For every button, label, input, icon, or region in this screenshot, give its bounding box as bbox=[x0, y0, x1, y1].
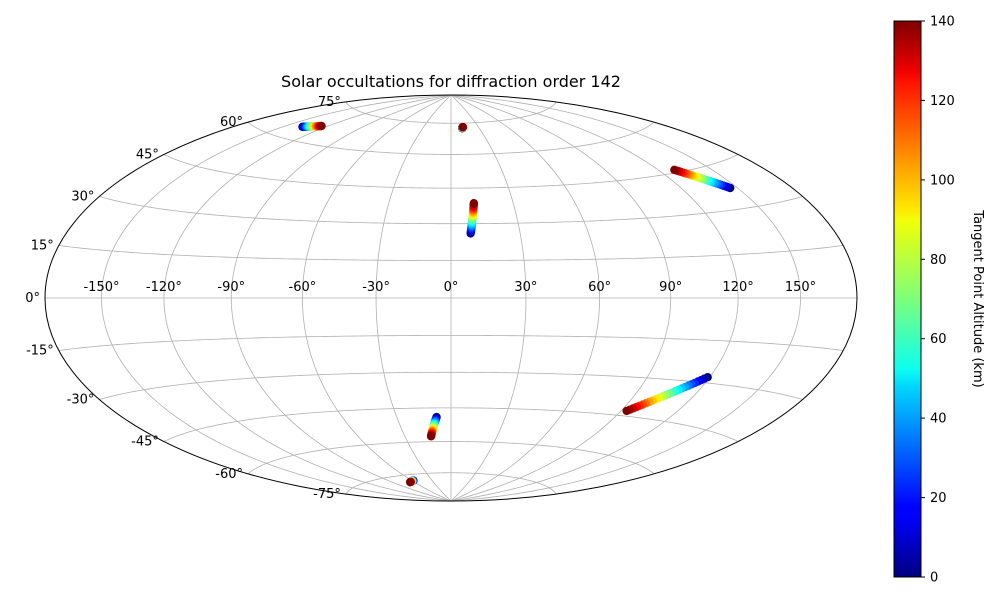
latitude-tick-label: -75° bbox=[313, 487, 341, 502]
colorbar-tick-label: 60 bbox=[930, 332, 947, 347]
parallel-line bbox=[58, 335, 844, 351]
occultation-track bbox=[298, 121, 326, 131]
latitude-tick-label: 45° bbox=[136, 148, 159, 163]
parallel-line bbox=[345, 472, 557, 495]
colorbar-label: Tangent Point Altitude (km) bbox=[970, 209, 985, 387]
colorbar-gradient bbox=[893, 20, 922, 578]
parallel-line bbox=[345, 101, 557, 124]
parallel-line bbox=[99, 371, 803, 400]
longitude-tick-label: 150° bbox=[785, 280, 816, 295]
data-point bbox=[469, 199, 479, 208]
longitude-tick-label: 30° bbox=[514, 280, 537, 295]
longitude-tick-label: -60° bbox=[289, 280, 317, 295]
occultation-track bbox=[670, 165, 735, 193]
longitude-tick-label: -150° bbox=[83, 280, 119, 295]
longitude-tick-label: -90° bbox=[217, 280, 245, 295]
occultation-tracks bbox=[298, 121, 735, 487]
data-point bbox=[458, 122, 468, 132]
colorbar-tick-label: 0 bbox=[930, 571, 938, 586]
latitude-tick-label: 0° bbox=[25, 291, 40, 306]
chart-title: Solar occultations for diffraction order… bbox=[281, 72, 621, 91]
longitude-tick-label: -30° bbox=[362, 280, 390, 295]
longitude-tick-labels: -150° -120° -90° -60° -30° 0° 30° 60° 90° 120° 150… bbox=[83, 280, 816, 295]
occultation-track bbox=[466, 199, 479, 238]
colorbar-tick-label: 120 bbox=[930, 94, 955, 109]
latitude-tick-label: 60° bbox=[220, 115, 243, 130]
longitude-tick-label: 0° bbox=[444, 280, 459, 295]
longitude-tick-label: 120° bbox=[722, 280, 753, 295]
longitude-tick-label: -120° bbox=[146, 280, 182, 295]
colorbar-tick-label: 20 bbox=[930, 491, 947, 506]
latitude-tick-label: -15° bbox=[26, 344, 54, 359]
occultation-track bbox=[426, 412, 441, 441]
data-point bbox=[405, 477, 415, 487]
colorbar: 0 20 40 60 80 100 120 140 Tangent Point Altitud… bbox=[893, 15, 985, 586]
parallel-line bbox=[58, 245, 844, 261]
colorbar-ticks: 0 20 40 60 80 100 120 140 bbox=[921, 15, 955, 586]
occultation-track bbox=[405, 476, 418, 487]
data-point bbox=[426, 432, 436, 441]
parallel-line bbox=[247, 121, 655, 155]
colorbar-tick-label: 100 bbox=[930, 173, 955, 188]
data-point bbox=[670, 165, 679, 175]
parallel-line bbox=[99, 196, 803, 225]
latitude-tick-label: -60° bbox=[215, 467, 243, 482]
latitude-tick-label: -45° bbox=[131, 435, 159, 450]
colorbar-tick-label: 140 bbox=[930, 15, 955, 30]
longitude-tick-label: 60° bbox=[588, 280, 611, 295]
data-point bbox=[622, 406, 631, 416]
occultation-track bbox=[622, 373, 712, 416]
parallel-line bbox=[163, 407, 739, 442]
latitude-tick-label: -30° bbox=[67, 393, 95, 408]
data-point bbox=[317, 121, 326, 131]
parallel-line bbox=[163, 154, 739, 189]
colorbar-tick-label: 80 bbox=[930, 253, 947, 268]
longitude-tick-label: 90° bbox=[659, 280, 682, 295]
latitude-tick-label: 30° bbox=[71, 190, 94, 205]
occultation-track bbox=[458, 122, 468, 133]
latitude-tick-label: 75° bbox=[318, 95, 341, 110]
latitude-tick-labels: -75° -60° -45° -30° -15° 0° 15° 30° 45° 60° 75° bbox=[25, 95, 341, 502]
map-boundary bbox=[44, 94, 858, 502]
colorbar-tick-label: 40 bbox=[930, 412, 947, 427]
parallel-line bbox=[247, 441, 655, 475]
map-grid bbox=[45, 95, 857, 501]
latitude-tick-label: 15° bbox=[31, 239, 54, 254]
